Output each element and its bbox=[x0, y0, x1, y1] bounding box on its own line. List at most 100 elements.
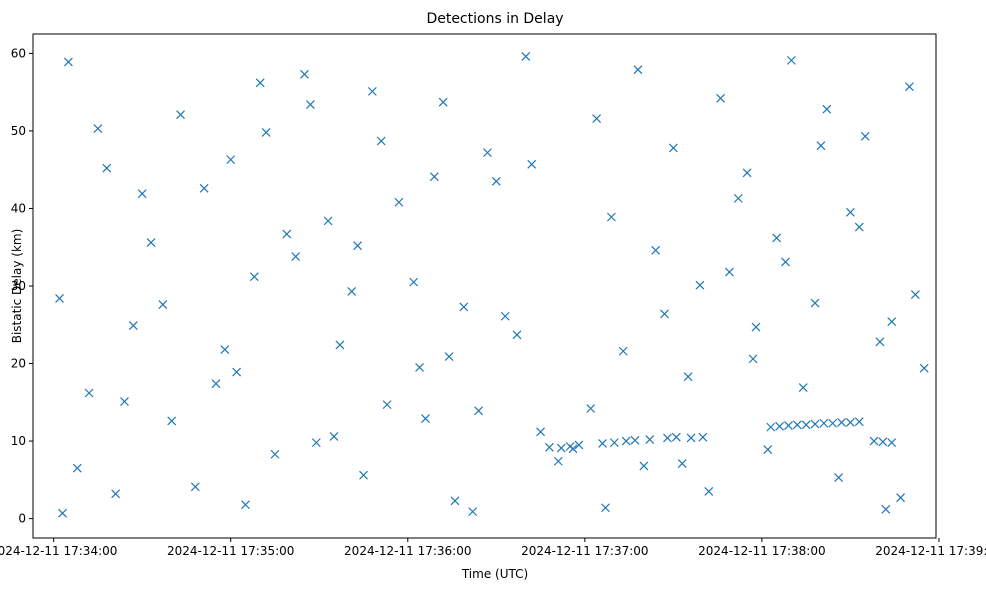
data-point bbox=[633, 65, 643, 75]
x-axis-label: Time (UTC) bbox=[461, 567, 528, 581]
data-point bbox=[896, 493, 906, 503]
data-point bbox=[698, 432, 708, 442]
data-point bbox=[335, 340, 345, 350]
data-point bbox=[816, 141, 826, 151]
data-point bbox=[415, 362, 425, 372]
data-point bbox=[500, 311, 510, 321]
x-tick-label: 2024-12-11 17:39:00 bbox=[875, 544, 986, 558]
data-point bbox=[72, 463, 82, 473]
data-point bbox=[249, 272, 259, 282]
data-point bbox=[199, 183, 209, 193]
data-point bbox=[645, 435, 655, 444]
data-point bbox=[300, 69, 309, 79]
data-point bbox=[323, 216, 333, 226]
plot-frame bbox=[32, 33, 937, 539]
data-point bbox=[854, 417, 864, 427]
data-point bbox=[748, 354, 758, 364]
data-point bbox=[792, 420, 802, 430]
data-point bbox=[359, 470, 368, 480]
x-tick-label: 2024-12-11 17:38:00 bbox=[698, 544, 825, 558]
data-point bbox=[601, 503, 610, 513]
data-point bbox=[347, 287, 357, 296]
data-point bbox=[910, 290, 920, 299]
data-point bbox=[120, 397, 129, 406]
data-point bbox=[828, 418, 838, 428]
data-point bbox=[860, 131, 870, 141]
x-tick-label: 2024-12-11 17:35:00 bbox=[167, 544, 294, 558]
data-point bbox=[592, 114, 602, 123]
data-point bbox=[695, 280, 705, 290]
data-point bbox=[232, 367, 242, 377]
data-point bbox=[382, 400, 392, 410]
data-point bbox=[775, 421, 785, 431]
data-point bbox=[660, 309, 669, 319]
data-point bbox=[491, 176, 501, 186]
data-point bbox=[226, 155, 236, 165]
data-point bbox=[544, 442, 554, 452]
data-point bbox=[568, 444, 578, 454]
data-point bbox=[786, 55, 796, 65]
data-point bbox=[810, 298, 820, 308]
data-point bbox=[421, 414, 430, 424]
data-point bbox=[241, 500, 250, 510]
data-point bbox=[353, 241, 363, 251]
data-point bbox=[474, 406, 484, 416]
data-point bbox=[429, 172, 439, 182]
data-point bbox=[671, 432, 681, 442]
data-point bbox=[663, 433, 672, 443]
data-point bbox=[598, 438, 607, 448]
data-point bbox=[282, 229, 292, 239]
data-point bbox=[686, 433, 696, 443]
data-point bbox=[784, 421, 793, 430]
data-point bbox=[668, 143, 678, 153]
data-point bbox=[167, 416, 177, 426]
data-point bbox=[158, 300, 168, 310]
data-point bbox=[766, 422, 776, 432]
y-tick-label: 40 bbox=[11, 201, 26, 215]
y-tick-label: 30 bbox=[11, 279, 26, 293]
data-point bbox=[763, 445, 773, 455]
data-point bbox=[58, 508, 67, 518]
data-point bbox=[822, 104, 832, 114]
x-tick-label: 2024-12-11 17:34:00 bbox=[0, 544, 117, 558]
data-point bbox=[450, 496, 460, 506]
data-point bbox=[512, 330, 522, 340]
data-point bbox=[677, 459, 687, 468]
data-point bbox=[574, 440, 584, 450]
data-point bbox=[468, 507, 478, 517]
data-point bbox=[102, 163, 112, 173]
chart-title: Detections in Delay bbox=[426, 11, 563, 27]
data-point bbox=[834, 473, 844, 482]
y-tick-label: 50 bbox=[11, 124, 26, 138]
data-point bbox=[438, 97, 448, 107]
data-point bbox=[311, 438, 321, 448]
data-point bbox=[609, 438, 619, 448]
data-point bbox=[881, 504, 891, 514]
data-point bbox=[845, 207, 855, 217]
data-point bbox=[919, 363, 929, 373]
y-tick-label: 60 bbox=[11, 46, 26, 60]
data-point bbox=[211, 379, 221, 389]
data-point bbox=[751, 322, 761, 332]
x-tick-label: 2024-12-11 17:37:00 bbox=[521, 544, 648, 558]
data-point bbox=[521, 52, 531, 61]
data-point bbox=[84, 388, 94, 398]
data-point bbox=[527, 159, 537, 169]
data-point bbox=[483, 148, 492, 158]
data-point bbox=[837, 418, 846, 427]
data-point bbox=[586, 404, 596, 413]
data-point bbox=[270, 449, 280, 459]
data-point bbox=[810, 419, 820, 429]
data-point bbox=[869, 436, 879, 446]
data-point bbox=[854, 222, 864, 232]
data-point bbox=[618, 346, 628, 356]
x-tick-label: 2024-12-11 17:36:00 bbox=[344, 544, 471, 558]
data-point bbox=[444, 352, 454, 361]
data-point bbox=[137, 189, 147, 199]
data-point bbox=[367, 86, 377, 96]
data-point bbox=[630, 435, 640, 445]
data-point bbox=[801, 420, 811, 430]
data-point bbox=[606, 212, 616, 222]
data-point bbox=[887, 317, 897, 327]
data-point bbox=[55, 293, 64, 303]
